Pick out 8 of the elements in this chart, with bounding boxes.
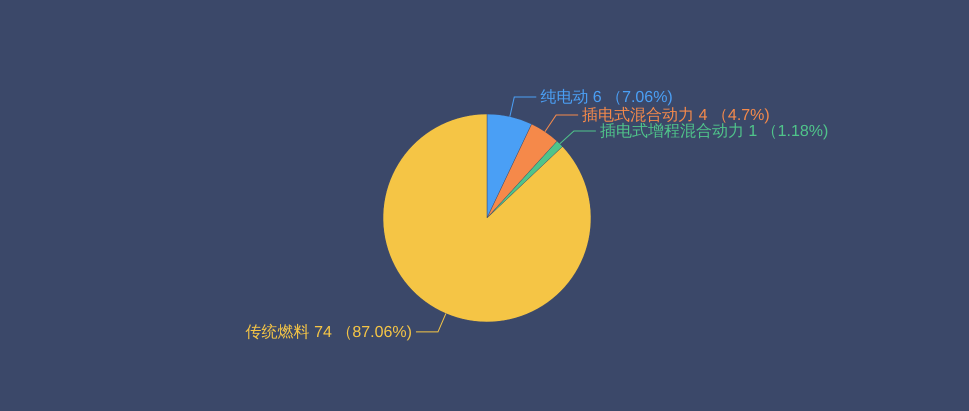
data-label: 74 （87.06%) <box>314 323 412 340</box>
slice-label: 插电式增程混合动力 <box>600 122 748 140</box>
data-label: 1 （1.18%) <box>748 122 828 140</box>
data-label: 6 （7.06%) <box>592 88 673 106</box>
slice-label: 纯电动 <box>540 88 593 106</box>
data-label: 4 （4.7%) <box>698 106 770 124</box>
slice-label: 插电式混合动力 <box>582 106 699 124</box>
slice-label: 传统燃料 <box>246 322 314 340</box>
